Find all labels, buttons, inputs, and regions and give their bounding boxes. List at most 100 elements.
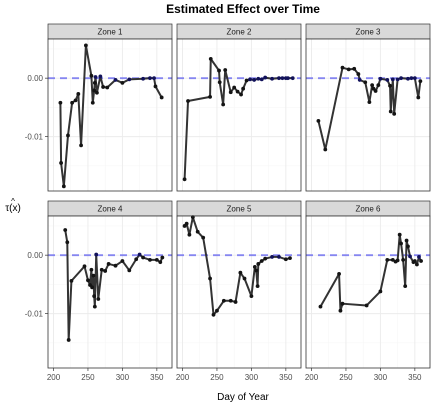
data-point (363, 80, 368, 85)
data-point (399, 76, 403, 81)
data-point (364, 303, 369, 308)
x-tick-label: 350 (150, 373, 164, 382)
data-point (378, 76, 383, 81)
x-tick-label: 350 (279, 373, 293, 382)
data-point (248, 77, 252, 82)
data-point (252, 78, 257, 82)
data-point (406, 244, 410, 249)
data-point (221, 102, 226, 107)
panel-border (47, 215, 173, 369)
data-point (82, 264, 87, 269)
data-point (256, 262, 261, 266)
data-point (98, 74, 103, 79)
facet-panel: Zone 5 200 250 300 350 (176, 200, 302, 382)
data-point (385, 257, 390, 262)
data-point (263, 75, 268, 80)
panel-background (177, 216, 301, 368)
data-point (141, 76, 145, 81)
data-point (127, 268, 132, 273)
data-point (404, 238, 409, 243)
data-point (235, 89, 240, 94)
panel-border (176, 38, 302, 192)
panel-border (305, 38, 431, 192)
data-point (103, 269, 108, 273)
data-point (99, 267, 104, 272)
data-point (357, 78, 362, 82)
data-point (93, 75, 98, 79)
data-point (242, 276, 247, 281)
data-point (412, 76, 417, 81)
data-point (392, 111, 397, 116)
data-point (159, 95, 164, 100)
data-point (76, 92, 81, 96)
data-point (153, 84, 158, 89)
data-point (113, 78, 118, 82)
data-point (397, 232, 402, 237)
data-point (388, 83, 392, 88)
data-point (249, 294, 254, 298)
y-tick-label: 0.00 (27, 251, 43, 260)
data-point (148, 257, 152, 262)
data-point (90, 100, 95, 105)
facet-strip-label: Zone 5 (227, 205, 252, 214)
data-point (416, 95, 421, 100)
data-point (96, 297, 101, 301)
data-point (137, 252, 142, 257)
data-point (92, 304, 97, 309)
data-point (141, 255, 145, 260)
data-point (94, 252, 99, 257)
data-point (69, 278, 74, 283)
data-point (390, 77, 395, 82)
panel-background (306, 216, 430, 368)
data-point (270, 76, 274, 81)
data-point (403, 284, 408, 289)
data-point (283, 257, 288, 262)
data-point (395, 258, 400, 263)
data-point (89, 73, 94, 78)
x-axis-title: Day of Year (217, 392, 269, 403)
x-tick-label: 200 (47, 373, 61, 382)
data-point (92, 294, 97, 298)
data-point (415, 262, 419, 267)
data-point (83, 43, 88, 48)
data-point (340, 65, 345, 70)
data-point (323, 147, 328, 152)
y-axis-title-group: τ(x) ^ (5, 197, 21, 214)
data-point (406, 76, 410, 81)
data-point (66, 338, 71, 342)
y-tick-label: 0.00 (27, 74, 43, 83)
data-point (120, 80, 125, 85)
data-point (390, 257, 395, 262)
data-point (152, 76, 156, 81)
y-tick-label: -0.01 (25, 133, 44, 142)
data-point (182, 177, 187, 182)
y-axis-title: τ(x) (5, 203, 21, 214)
data-point (370, 83, 375, 88)
data-point (409, 76, 414, 81)
data-point (58, 100, 63, 105)
data-point (201, 235, 206, 240)
data-point (356, 72, 361, 76)
data-point (187, 232, 192, 237)
data-point (208, 276, 212, 281)
data-point (277, 255, 281, 259)
data-point (399, 241, 403, 246)
data-point (105, 85, 110, 90)
data-point (215, 308, 219, 313)
data-point (367, 100, 372, 105)
data-point (412, 259, 417, 263)
data-point (346, 67, 351, 72)
facet-strip-label: Zone 3 (356, 28, 381, 37)
data-point (208, 94, 212, 99)
data-point (90, 285, 94, 290)
data-point (239, 92, 243, 97)
x-tick-label: 200 (305, 373, 319, 382)
x-tick-label: 300 (245, 373, 259, 382)
data-point (376, 83, 381, 88)
data-point (270, 255, 274, 259)
facet-panel: Zone 3 (305, 23, 431, 192)
facet-panel: Zone 2 (176, 23, 302, 192)
facet-panel: Zone 1 0.00 -0.01 (25, 23, 173, 192)
data-point (73, 98, 78, 103)
